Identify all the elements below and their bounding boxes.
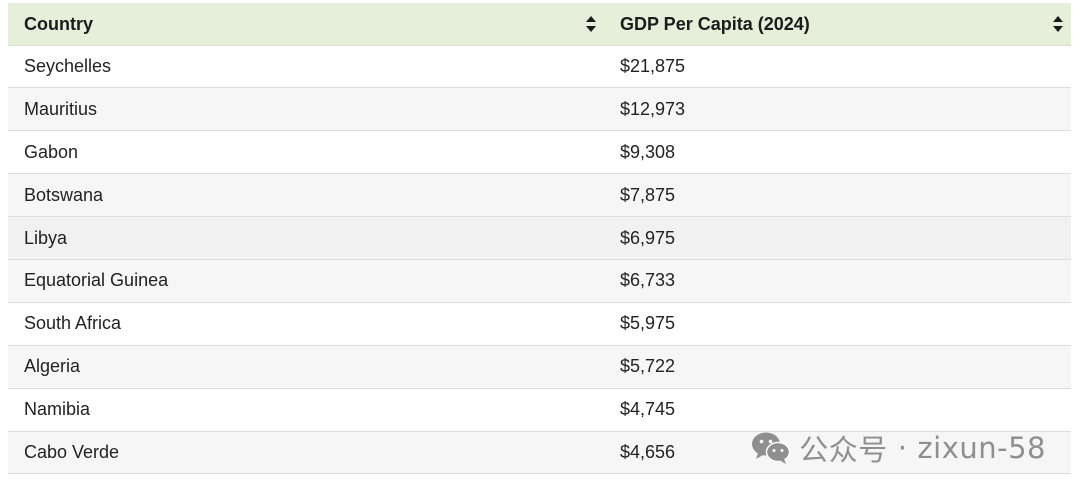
gdp-cell: $21,875 xyxy=(604,45,1071,89)
column-header-gdp[interactable]: GDP Per Capita (2024) xyxy=(604,3,1071,46)
country-cell: Equatorial Guinea xyxy=(8,259,604,303)
country-cell: Cabo Verde xyxy=(8,431,604,475)
watermark-separator: · xyxy=(897,431,908,465)
header-row: Country GDP Per Capita (2024) xyxy=(8,3,1071,46)
watermark: 公众号 · zixun-58 xyxy=(751,427,1046,469)
gdp-cell: $6,733 xyxy=(604,259,1071,303)
watermark-account: zixun-58 xyxy=(917,431,1046,465)
country-cell: Algeria xyxy=(8,345,604,389)
gdp-cell: $6,975 xyxy=(604,216,1071,260)
watermark-brand: 公众号 xyxy=(799,433,888,467)
column-header-country-label: Country xyxy=(24,13,93,34)
sort-icon[interactable] xyxy=(1052,15,1064,33)
table-row: Gabon $9,308 xyxy=(8,130,1071,175)
table-row: Mauritius $12,973 xyxy=(8,87,1071,132)
column-header-country[interactable]: Country xyxy=(8,3,604,46)
table-row: Botswana $7,875 xyxy=(8,173,1071,218)
sort-icon[interactable] xyxy=(585,15,597,33)
table-row: Libya $6,975 xyxy=(8,216,1071,260)
country-cell: South Africa xyxy=(8,302,604,346)
gdp-cell: $4,656 xyxy=(604,431,1071,475)
gdp-cell: $9,308 xyxy=(604,130,1071,175)
gdp-cell: $4,745 xyxy=(604,388,1071,432)
table-row: Seychelles $21,875 xyxy=(8,45,1071,89)
gdp-table: Country GDP Per Capita (2024) Seych xyxy=(8,3,1071,475)
column-header-gdp-label: GDP Per Capita (2024) xyxy=(620,13,810,34)
country-cell: Namibia xyxy=(8,388,604,432)
country-cell: Gabon xyxy=(8,130,604,175)
gdp-cell: $12,973 xyxy=(604,87,1071,132)
country-cell: Libya xyxy=(8,216,604,260)
gdp-cell: $5,975 xyxy=(604,302,1071,346)
table-row: South Africa $5,975 xyxy=(8,302,1071,346)
table-row: Namibia $4,745 xyxy=(8,388,1071,432)
country-cell: Seychelles xyxy=(8,45,604,89)
gdp-cell: $7,875 xyxy=(604,173,1071,218)
table-row: Algeria $5,722 xyxy=(8,345,1071,389)
wechat-icon xyxy=(752,432,791,464)
country-cell: Botswana xyxy=(8,173,604,218)
table-body: Seychelles $21,875 Mauritius $12,973 Gab… xyxy=(8,45,1071,475)
country-cell: Mauritius xyxy=(8,87,604,132)
gdp-cell: $5,722 xyxy=(604,345,1071,389)
table-header: Country GDP Per Capita (2024) xyxy=(8,3,1071,46)
table-row: Equatorial Guinea $6,733 xyxy=(8,259,1071,303)
table-row: Cabo Verde $4,656 xyxy=(8,431,1071,475)
